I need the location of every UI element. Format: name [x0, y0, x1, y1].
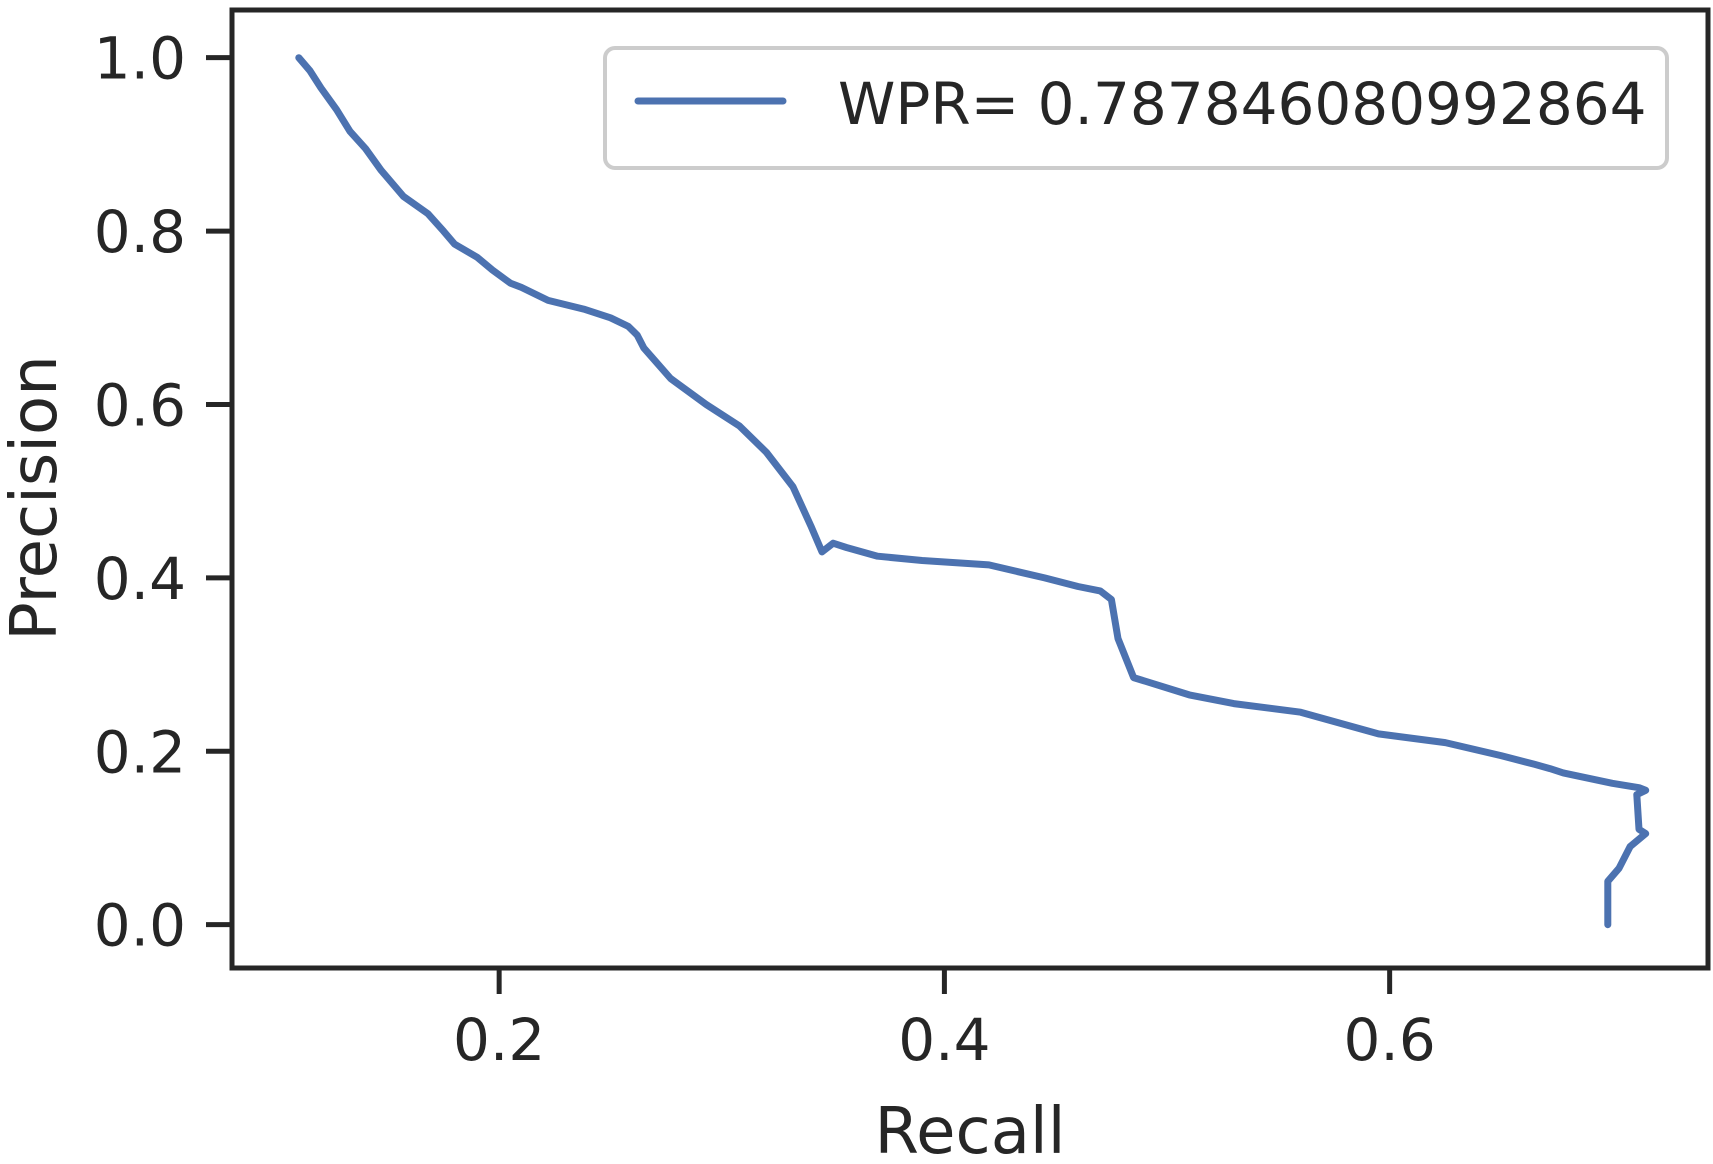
y-axis-label: Precision	[0, 355, 72, 641]
x-axis-ticks: 0.2 0.4 0.6	[453, 968, 1436, 1074]
series-group	[295, 54, 1650, 929]
y-tick-label: 0.2	[94, 718, 186, 786]
y-tick-label: 0.4	[94, 545, 186, 613]
series-line-0	[295, 54, 1650, 929]
y-tick-label: 0.8	[94, 198, 186, 266]
y-axis-ticks: 0.0 0.2 0.4 0.6 0.8 1.0	[94, 25, 232, 960]
legend: WPR= 0.787846080992864	[603, 46, 1669, 170]
x-tick-label: 0.6	[1344, 1006, 1436, 1074]
x-tick-label: 0.4	[898, 1006, 990, 1074]
x-tick-label: 0.2	[453, 1006, 545, 1074]
x-axis-label: Recall	[875, 1095, 1066, 1164]
y-tick-label: 1.0	[94, 25, 186, 93]
y-tick-label: 0.6	[94, 371, 186, 439]
y-tick-label: 0.0	[94, 892, 186, 960]
legend-entry-label: WPR= 0.787846080992864	[838, 70, 1647, 138]
legend-box	[603, 46, 1669, 170]
